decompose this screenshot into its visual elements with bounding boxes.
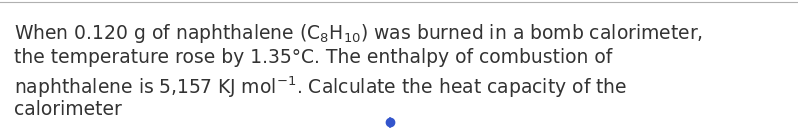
- Text: the temperature rose by 1.35°C. The enthalpy of combustion of: the temperature rose by 1.35°C. The enth…: [14, 48, 612, 67]
- Text: calorimeter: calorimeter: [14, 100, 122, 119]
- Text: naphthalene is 5,157 KJ mol$\mathregular{^{-1}}$. Calculate the heat capacity of: naphthalene is 5,157 KJ mol$\mathregular…: [14, 74, 627, 99]
- Text: When 0.120 g of naphthalene ($\mathregular{C_8H_{10}}$) was burned in a bomb cal: When 0.120 g of naphthalene ($\mathregul…: [14, 22, 703, 45]
